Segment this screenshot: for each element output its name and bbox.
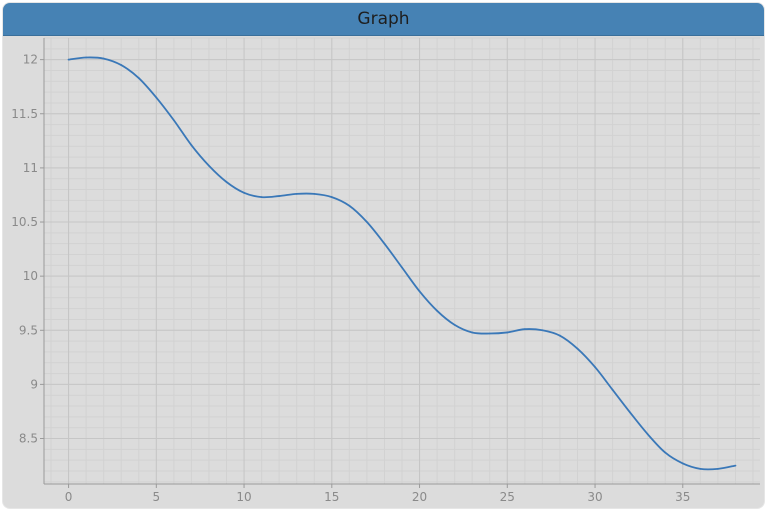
data-point <box>330 196 333 199</box>
data-point <box>716 467 719 470</box>
y-tick-label: 9.5 <box>19 323 38 337</box>
data-point <box>67 58 70 61</box>
data-point <box>383 242 386 245</box>
x-tick-label: 0 <box>65 490 73 504</box>
y-tick-label: 8.5 <box>19 432 38 446</box>
data-point <box>559 334 561 337</box>
data-point <box>594 366 596 368</box>
window-title: Graph <box>357 9 410 29</box>
data-point <box>611 388 614 391</box>
data-point <box>576 347 579 350</box>
data-point <box>137 77 140 79</box>
data-point <box>208 164 210 167</box>
data-point <box>541 329 544 332</box>
data-point <box>506 331 509 334</box>
window-titlebar[interactable]: Graph <box>3 3 764 36</box>
data-point <box>646 433 649 436</box>
data-point <box>699 467 702 470</box>
y-tick-label: 10.5 <box>11 215 38 229</box>
line-chart: 0 5 10 15 20 25 30 35 8.5 9 9.5 10 10.5 11 11.5 12 <box>11 37 760 504</box>
data-point <box>629 411 632 414</box>
y-tick-label: 11 <box>23 161 38 175</box>
data-point <box>418 290 421 293</box>
data-point <box>260 196 263 199</box>
data-point <box>243 191 245 194</box>
data-point <box>120 64 123 66</box>
data-point <box>664 451 667 454</box>
data-point <box>734 464 737 467</box>
data-point <box>172 119 175 122</box>
data-point <box>681 462 684 465</box>
data-point <box>436 309 438 312</box>
y-tick-label: 9 <box>30 377 38 391</box>
x-tick-label: 5 <box>152 490 160 504</box>
data-point <box>225 181 228 183</box>
data-point <box>471 331 474 334</box>
data-point <box>313 192 316 195</box>
x-tick-label: 10 <box>236 490 251 504</box>
data-point <box>488 332 491 335</box>
x-tick-label: 30 <box>587 490 602 504</box>
data-point <box>348 204 351 207</box>
x-tick-label: 20 <box>412 490 427 504</box>
data-point <box>278 195 281 197</box>
x-tick-label: 15 <box>324 490 339 504</box>
y-tick-label: 11.5 <box>11 107 38 121</box>
x-tick-label: 35 <box>675 490 690 504</box>
graph-window: Graph 0 5 10 15 20 25 30 35 8.5 9 9.5 10 10.5 11 11.5 1… <box>3 3 764 508</box>
y-tick-label: 12 <box>23 53 38 67</box>
data-point <box>295 192 298 195</box>
y-tick-label: 10 <box>23 269 38 283</box>
data-point <box>102 57 105 60</box>
data-point <box>401 266 403 269</box>
data-point <box>190 144 193 147</box>
data-point <box>366 221 368 223</box>
data-point <box>523 328 526 331</box>
data-point <box>85 56 88 59</box>
data-point <box>155 96 158 99</box>
x-tick-label: 25 <box>500 490 515 504</box>
data-point <box>453 323 456 326</box>
